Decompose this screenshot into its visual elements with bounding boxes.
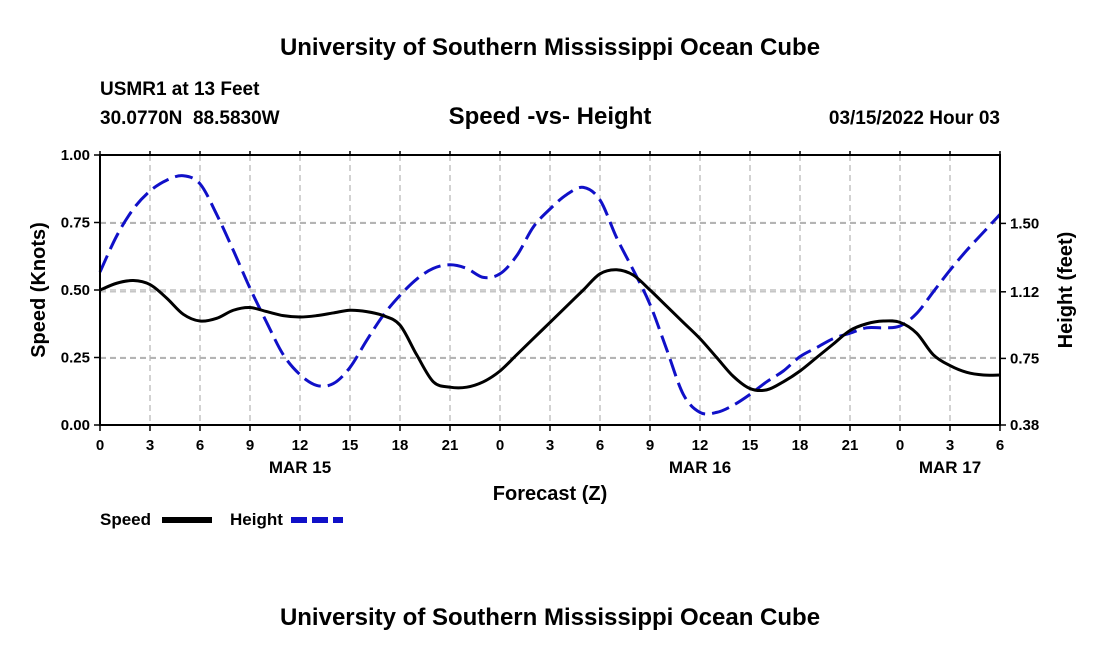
page-title: University of Southern Mississippi Ocean… (280, 34, 820, 61)
y2-tick-label: 1.12 (1010, 284, 1039, 301)
timestamp-label: 03/15/2022 Hour 03 (829, 108, 1000, 129)
x-tick-label: 12 (292, 437, 309, 454)
x-tick-label: 15 (342, 437, 359, 454)
legend: Speed Height (100, 510, 343, 529)
x-tick-label: 3 (146, 437, 154, 454)
x-tick-label: 15 (742, 437, 759, 454)
chart-title: Speed -vs- Height (449, 103, 652, 130)
y2-tick-label: 1.50 (1010, 215, 1039, 232)
y-tick-label: 0.75 (61, 215, 90, 232)
x-tick-label: 3 (946, 437, 954, 454)
y2-axis-title: Height (feet) (1055, 232, 1077, 349)
x-axis-title: Forecast (Z) (493, 483, 607, 505)
x-date-label: MAR 17 (919, 458, 981, 477)
x-tick-label: 18 (392, 437, 409, 454)
footer-title: University of Southern Mississippi Ocean… (280, 604, 820, 631)
x-tick-label: 12 (692, 437, 709, 454)
x-tick-label: 6 (596, 437, 604, 454)
y-tick-label: 0.50 (61, 282, 90, 299)
legend-height-label: Height (230, 510, 283, 529)
x-date-label: MAR 15 (269, 458, 331, 477)
x-tick-label: 6 (996, 437, 1004, 454)
y-axis-title: Speed (Knots) (28, 222, 50, 358)
y-tick-label: 0.00 (61, 417, 90, 434)
ticks: 0 3 6 9 12 15 18 21 0 3 6 9 12 15 18 21 0 3 6 MAR 15 MAR 16 M… (61, 147, 1039, 477)
grid (100, 155, 1000, 425)
height-series-line (98, 174, 1002, 416)
x-tick-label: 18 (792, 437, 809, 454)
speed-series-line (99, 268, 1001, 393)
y-tick-label: 0.25 (61, 350, 90, 367)
x-tick-label: 9 (646, 437, 654, 454)
x-tick-label: 6 (196, 437, 204, 454)
x-tick-label: 0 (96, 437, 104, 454)
y2-tick-label: 0.75 (1010, 350, 1039, 367)
x-tick-label: 9 (246, 437, 254, 454)
x-date-label: MAR 16 (669, 458, 731, 477)
series-layer (98, 174, 1002, 416)
x-tick-label: 0 (496, 437, 504, 454)
coords-label: 30.0770N 88.5830W (100, 108, 280, 129)
legend-speed-label: Speed (100, 510, 151, 529)
x-tick-label: 0 (896, 437, 904, 454)
x-tick-label: 21 (442, 437, 459, 454)
x-tick-label: 3 (546, 437, 554, 454)
x-tick-label: 21 (842, 437, 859, 454)
y-tick-label: 1.00 (61, 147, 90, 164)
station-label: USMR1 at 13 Feet (100, 79, 260, 100)
y2-tick-label: 0.38 (1010, 417, 1039, 434)
